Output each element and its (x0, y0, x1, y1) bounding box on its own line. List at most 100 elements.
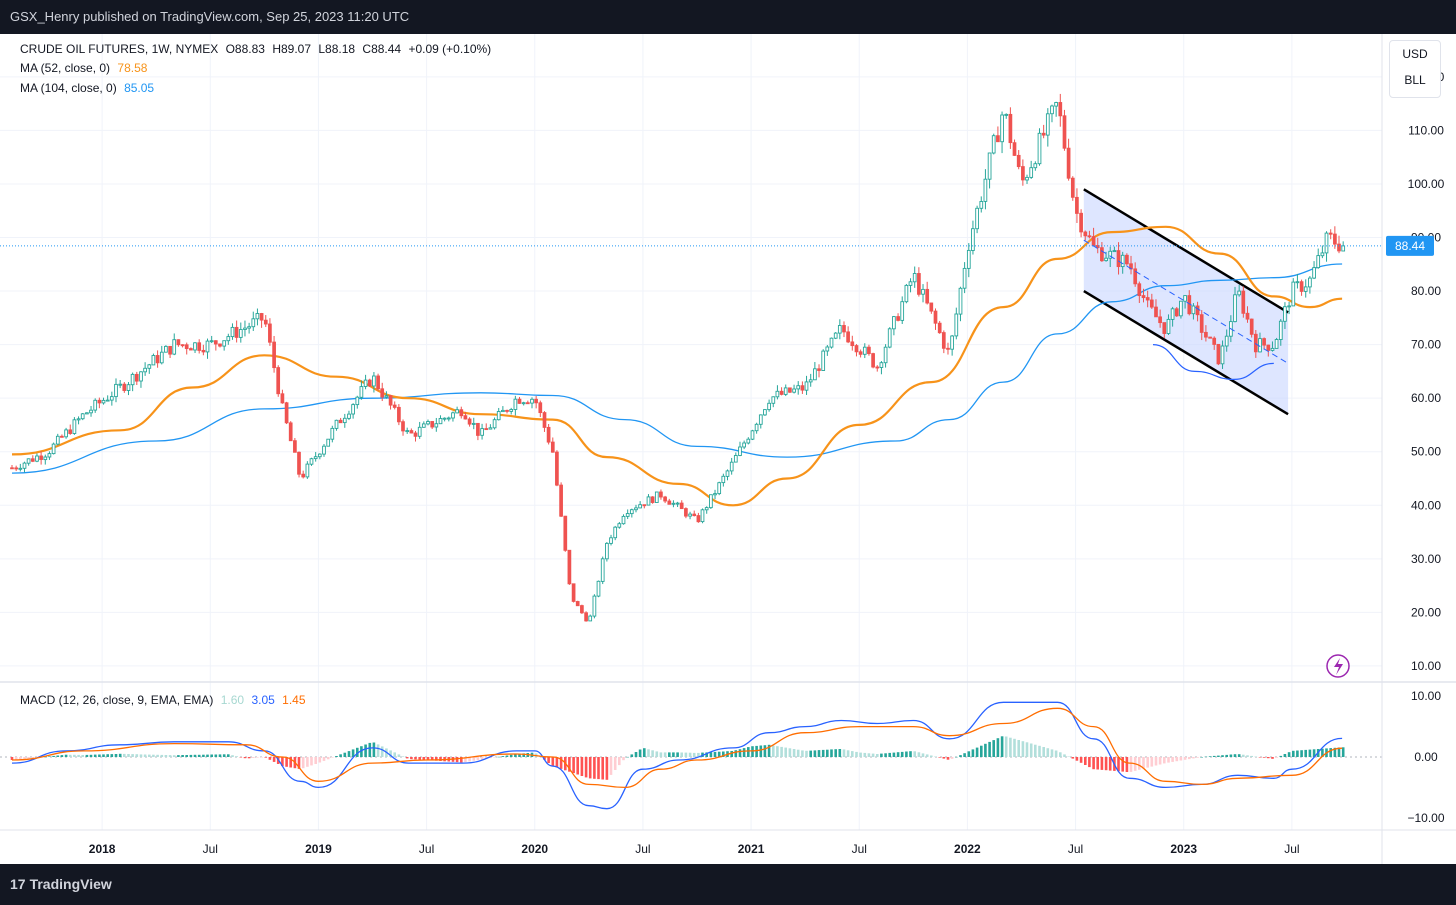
macd-hist-bar (1021, 741, 1025, 757)
currency-unit-box[interactable]: USD BLL (1389, 40, 1441, 98)
ma52-legend[interactable]: MA (52, close, 0) 78.58 (20, 61, 151, 75)
candle-body (1158, 316, 1162, 324)
macd-hist-bar (235, 756, 238, 757)
candle-body (189, 348, 193, 351)
macd-hist-bar (1296, 750, 1299, 757)
y-tick-label-10: 20.00 (1411, 605, 1441, 619)
candle-body (417, 426, 422, 437)
macd-hist-bar (597, 757, 600, 780)
candle-body (134, 373, 139, 382)
macd-hist-bar (680, 752, 683, 757)
macd-hist-bar (1167, 757, 1170, 763)
macd-hist-bar (1050, 749, 1054, 757)
candle-body (837, 325, 842, 334)
candle-body (213, 340, 218, 345)
candle-body (1333, 233, 1337, 245)
candle-body (596, 580, 601, 597)
candle-body (546, 426, 551, 443)
macd-hist-bar (489, 757, 492, 759)
macd-hist-bar (688, 752, 692, 757)
macd-hist-bar (197, 754, 201, 757)
chart-area[interactable]: 120.00110.00100.0090.0080.0070.0060.0050… (0, 34, 1456, 864)
candle-body (783, 387, 788, 395)
macd-hist-bar (809, 750, 812, 757)
candle-body (1308, 277, 1312, 288)
currency-label[interactable]: USD (1402, 47, 1428, 61)
candle-body (39, 455, 43, 460)
macd-hist-bar (380, 746, 384, 757)
candle-body (222, 340, 227, 347)
macd-hist-bar (896, 752, 900, 757)
macd-hist-bar (1329, 748, 1332, 757)
macd-hist-bar (264, 757, 268, 758)
candle-body (430, 421, 435, 428)
macd-hist-bar (584, 757, 588, 778)
macd-hist-bar (85, 754, 89, 757)
macd-hist-bar (1129, 757, 1133, 772)
macd-hist-bar (1254, 756, 1258, 757)
macd-hist-bar (505, 755, 509, 757)
macd-hist-bar (588, 757, 592, 779)
candle-body (488, 427, 493, 430)
candle-body (713, 493, 717, 496)
candle-body (1141, 295, 1146, 299)
macd-hist-bar (971, 749, 975, 757)
candle-body (18, 467, 23, 470)
ma104-legend[interactable]: MA (104, close, 0) 85.05 (20, 81, 158, 95)
candle-body (796, 385, 801, 390)
macd-signal-value: 1.45 (282, 693, 306, 707)
candle-body (729, 461, 734, 472)
candle-body (1087, 235, 1092, 238)
tradingview-logo[interactable]: 17 TradingView (10, 876, 112, 892)
macd-hist-bar (767, 744, 771, 757)
candle-body (184, 344, 189, 350)
macd-hist-bar (210, 754, 213, 757)
macd-hist-bar (1225, 754, 1228, 757)
macd-hist-bar (168, 755, 172, 757)
macd-hist-bar (1104, 757, 1108, 771)
macd-hist-bar (252, 757, 255, 758)
candle-body (176, 339, 181, 346)
macd-hist-bar (1117, 757, 1120, 772)
macd-hist-bar (260, 757, 263, 758)
candle-body (580, 605, 584, 614)
candle-body (47, 453, 52, 458)
candle-body (451, 412, 455, 419)
macd-legend[interactable]: MACD (12, 26, close, 9, EMA, EMA) 1.60 3… (20, 693, 310, 707)
macd-hist-bar (518, 753, 521, 757)
candle-body (268, 323, 272, 343)
chart-canvas[interactable]: 120.00110.00100.0090.0080.0070.0060.0050… (0, 34, 1456, 864)
macd-y-tick-label-0: 10.00 (1411, 689, 1441, 703)
macd-hist-bar (98, 754, 101, 757)
macd-hist-bar (1300, 750, 1303, 757)
candle-body (409, 430, 414, 434)
macd-hist-bar (393, 752, 396, 757)
macd-hist-bar (834, 749, 837, 757)
legend-symbol[interactable]: CRUDE OIL FUTURES, 1W, NYMEX (20, 42, 219, 56)
macd-hist-bar (580, 757, 584, 776)
candle-body (105, 399, 110, 402)
candle-body (22, 462, 27, 469)
macd-hist-bar (1067, 756, 1070, 757)
candle-body (1116, 250, 1121, 268)
macd-hist-bar (73, 754, 76, 757)
macd-hist-bar (1142, 757, 1145, 769)
y-tick-label-11: 10.00 (1411, 659, 1441, 673)
macd-hist-bar (772, 745, 775, 757)
unit-label[interactable]: BLL (1404, 73, 1426, 87)
macd-hist-bar (1212, 755, 1216, 757)
candle-body (858, 351, 863, 355)
candle-body (1191, 305, 1196, 315)
candle-body (363, 379, 368, 387)
macd-hist-bar (301, 757, 305, 769)
candle-body (351, 404, 355, 415)
candle-body (322, 445, 326, 455)
macd-hist-bar (60, 755, 64, 757)
macd-hist-bar (514, 754, 517, 757)
macd-y-tick-label-1: 0.00 (1414, 750, 1438, 764)
candle-body (642, 504, 647, 507)
macd-hist-bar (1150, 757, 1154, 767)
macd-hist-bar (1304, 749, 1307, 757)
macd-hist-bar (1279, 755, 1283, 757)
candle-body (151, 355, 156, 366)
